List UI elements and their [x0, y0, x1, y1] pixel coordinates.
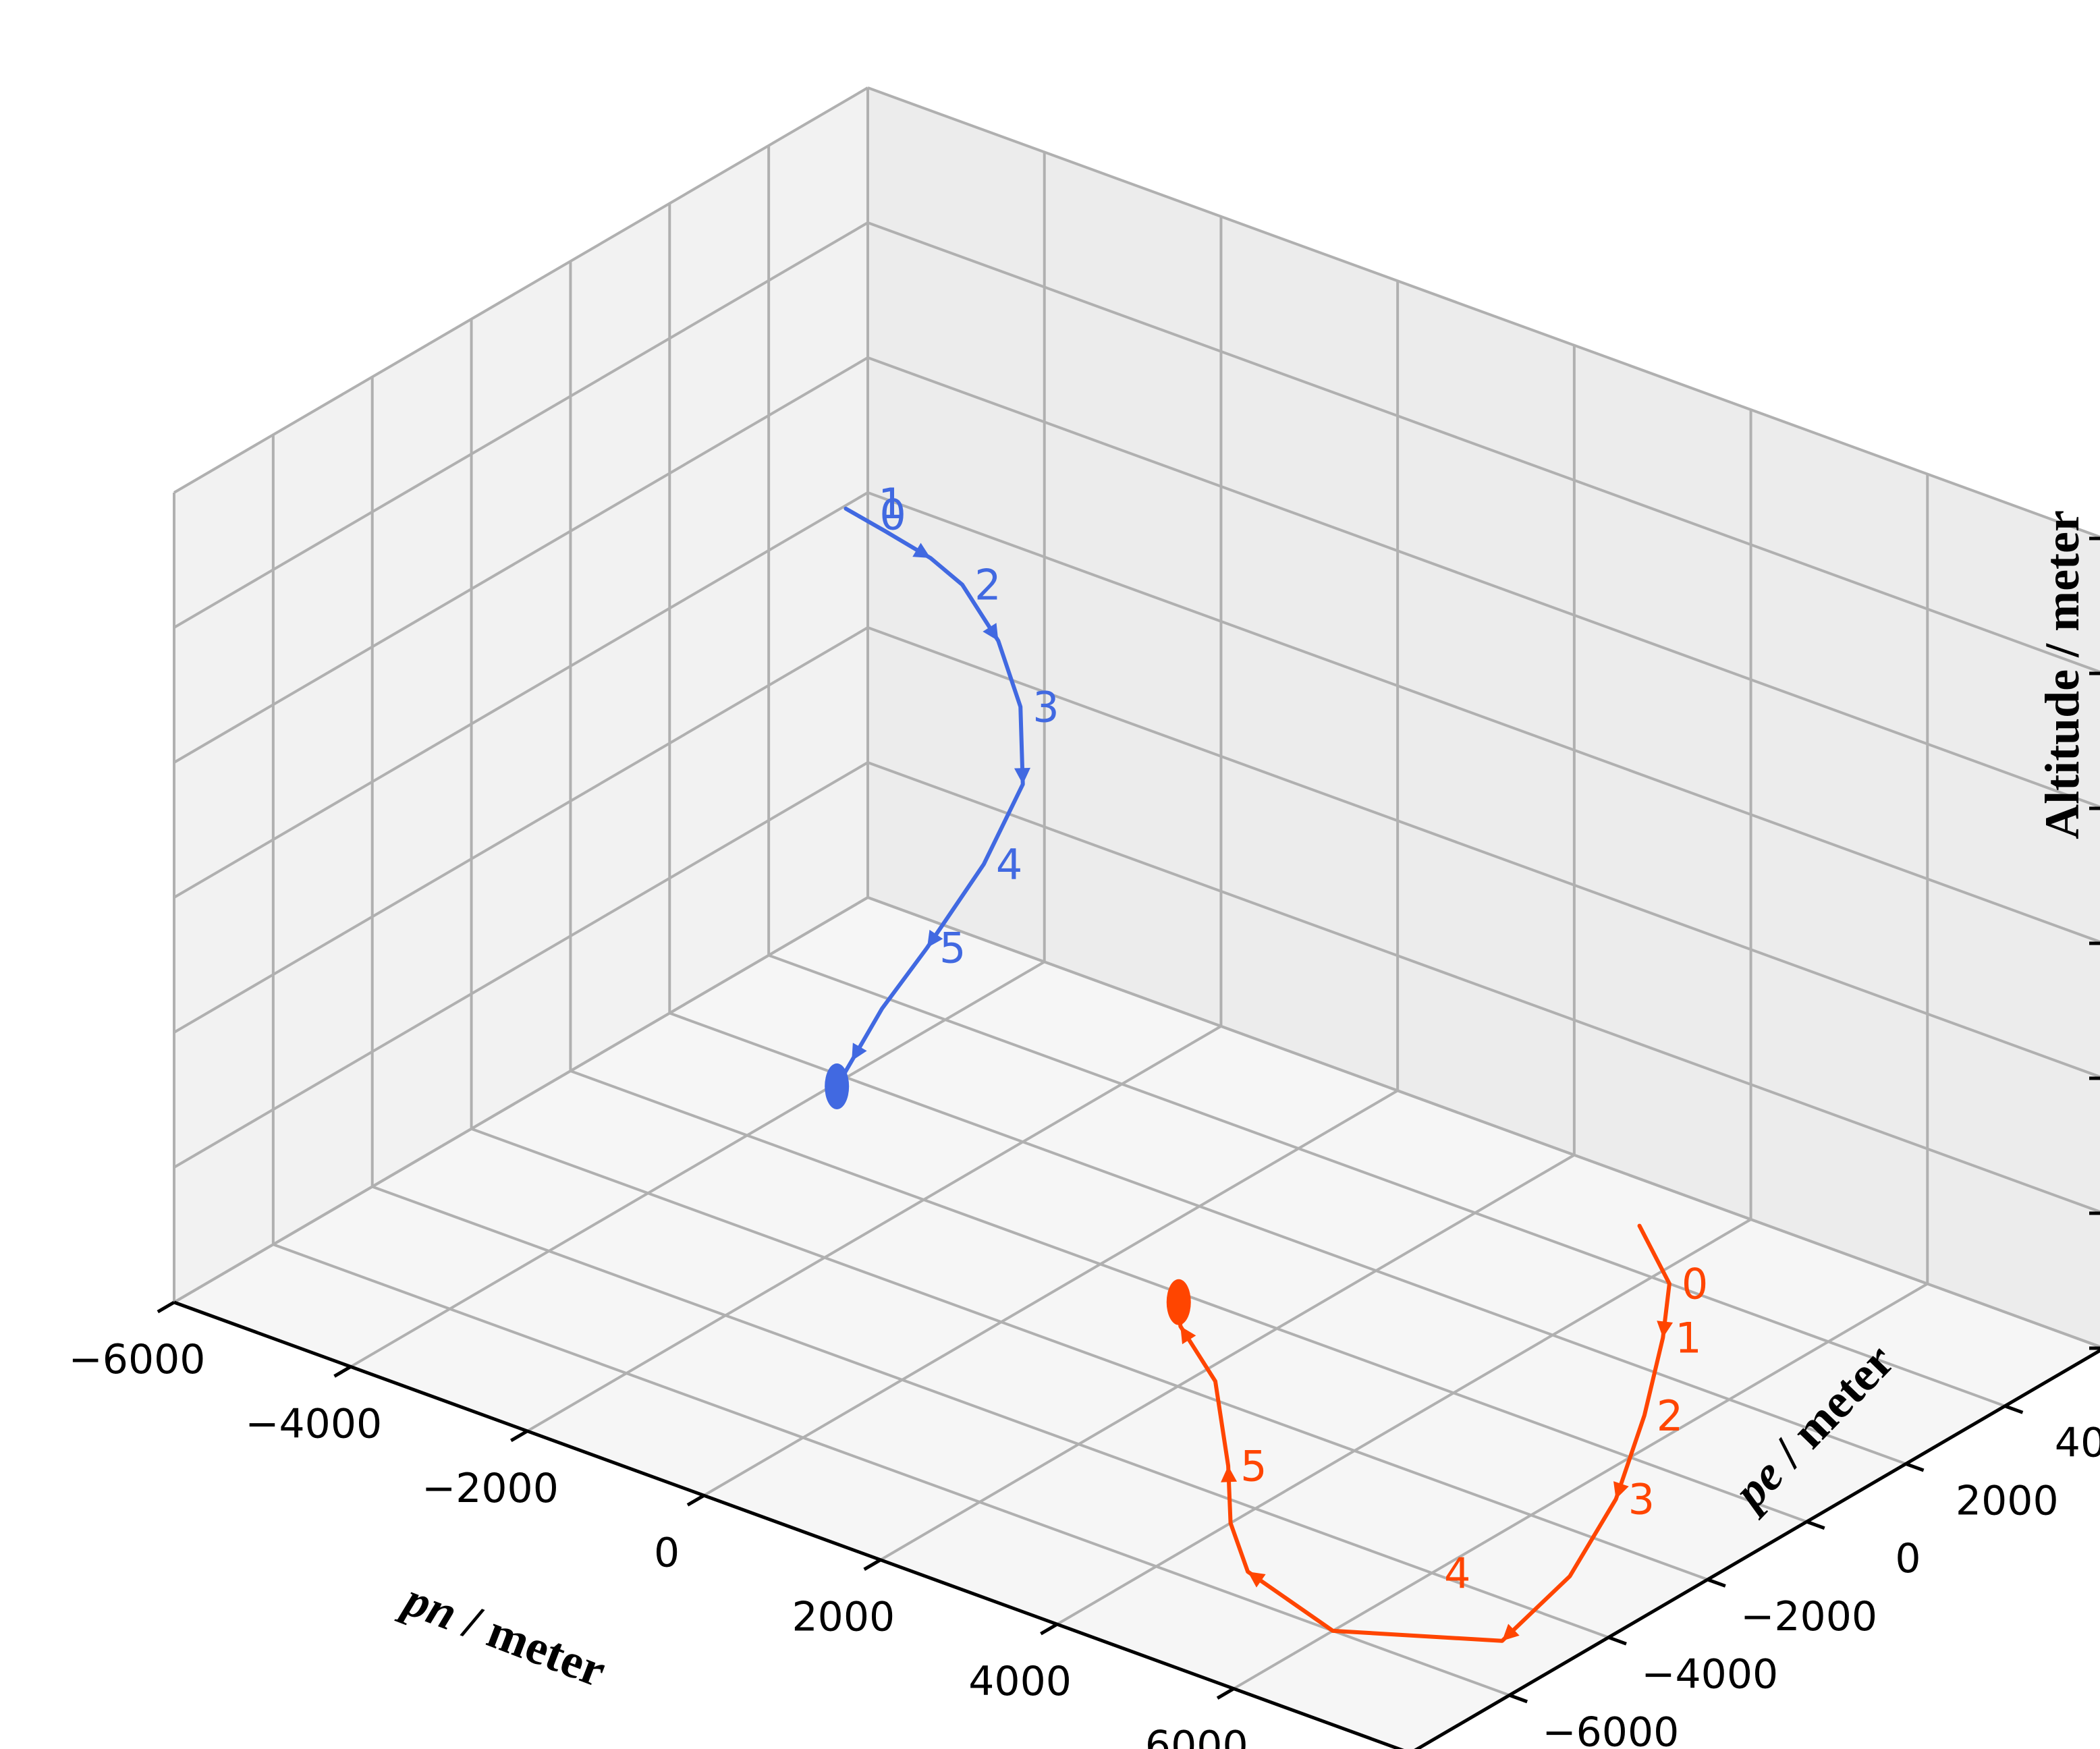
- x-tick-mark: [509, 1429, 528, 1443]
- series-1-arrowhead: [1221, 1466, 1238, 1482]
- grid-line-x-floor: [350, 960, 1045, 1368]
- x-tick-mark: [333, 1365, 352, 1378]
- series-1-arrowhead: [1657, 1321, 1674, 1338]
- series-0-arrowhead: [927, 929, 943, 948]
- x-axis-title: pn / meter: [393, 1570, 613, 1698]
- x-tick-mark: [1040, 1622, 1058, 1636]
- y-tick-label: 0: [1895, 1535, 1921, 1582]
- series-1-arrowhead: [1502, 1623, 1520, 1641]
- x-tick-label: −4000: [245, 1400, 382, 1447]
- grid-line-z-back: [867, 491, 2100, 943]
- series-1-arrowhead: [1613, 1481, 1629, 1499]
- grid-line-x-floor: [526, 1025, 1222, 1433]
- series-1-marker-label-4: 4: [1444, 1549, 1470, 1598]
- grid-line-z-left: [173, 896, 869, 1304]
- grid-line-z-back: [867, 356, 2100, 808]
- y-tick-mark: [1806, 1520, 1825, 1530]
- grid-line-y-floor: [372, 1185, 1609, 1639]
- z-axis-title: Altitude / meter: [2035, 510, 2089, 839]
- y-tick-label: 2000: [1956, 1477, 2059, 1524]
- y-tick-label: 4000: [2055, 1420, 2100, 1467]
- y-tick-label: −6000: [1542, 1709, 1679, 1749]
- grid-line-z-back: [867, 221, 2100, 673]
- series-1-trajectory: [1176, 1223, 1671, 1643]
- series-1-marker-label-1: 1: [1675, 1313, 1701, 1362]
- grid-line-y-floor: [470, 1127, 1709, 1581]
- series-0-arrowhead: [983, 623, 999, 641]
- series-0-arrowhead: [912, 543, 931, 559]
- grid-line-y-floor: [768, 953, 2006, 1408]
- x-tick-mark: [157, 1300, 175, 1314]
- y-axis-line: [1414, 1348, 2100, 1749]
- grid-line-z-left: [173, 86, 869, 494]
- x-tick-mark: [1216, 1687, 1235, 1700]
- x-tick-label: 6000: [1145, 1723, 1248, 1749]
- series-0-arrowhead: [852, 1043, 867, 1061]
- series-1-endpoint-marker: [1166, 1279, 1191, 1325]
- series-1-arrowhead: [1248, 1572, 1266, 1588]
- series-0-marker-label-4: 4: [996, 840, 1022, 889]
- y-tick-label: −4000: [1641, 1651, 1778, 1698]
- grid-line-y-floor: [273, 1243, 1510, 1697]
- x-tick-label: 2000: [792, 1594, 895, 1641]
- axis-lines: [173, 1300, 2100, 1749]
- y-tick-label: −2000: [1740, 1593, 1877, 1640]
- series-0-marker-label-3: 3: [1032, 682, 1059, 731]
- x-tick-label: −2000: [422, 1465, 559, 1512]
- x-axis-line: [173, 1300, 1404, 1749]
- y-tick-mark: [1707, 1578, 1726, 1588]
- grid-line-z-back: [867, 761, 2100, 1213]
- grid-line-x-floor: [703, 1089, 1399, 1497]
- grid-line-z-left: [173, 221, 869, 629]
- series-0-arrowhead: [1014, 767, 1030, 785]
- series-1-marker-label-5: 5: [1240, 1441, 1267, 1491]
- grid-line-z-back: [867, 896, 2100, 1348]
- tick-marks: −6000−4000−20000200040006000800060004000…: [69, 536, 2100, 1749]
- x-axis-title-unit: / meter: [445, 1590, 613, 1698]
- y-tick-mark: [1509, 1693, 1528, 1704]
- series-0-endpoint-marker: [825, 1063, 850, 1109]
- floor-pane: [174, 897, 2100, 1749]
- grid-line-z-left: [173, 491, 869, 899]
- series-0: 10 2 3 45: [825, 479, 1059, 1109]
- grid-line-z-left: [173, 761, 869, 1169]
- x-tick-mark: [686, 1494, 705, 1507]
- grid-line-z-left: [173, 356, 869, 764]
- x-tick-mark: [863, 1558, 882, 1571]
- y-tick-mark: [1607, 1636, 1627, 1646]
- grid-line-z-left: [173, 626, 869, 1034]
- grid-line-y-floor: [669, 1011, 1906, 1466]
- grid-line-z-back: [867, 626, 2100, 1078]
- grid-line-x-floor: [879, 1153, 1575, 1561]
- x-tick-label: 0: [654, 1529, 680, 1576]
- grid-line-z-back: [867, 86, 2100, 538]
- series-1-marker-label-2: 2: [1657, 1391, 1683, 1441]
- series-1-marker-label-0: 0: [1682, 1259, 1708, 1308]
- y-tick-mark: [2004, 1404, 2024, 1414]
- series-0-marker-label-5: 5: [939, 923, 966, 972]
- x-tick-label: 4000: [968, 1658, 1072, 1705]
- y-tick-mark: [1905, 1462, 1925, 1472]
- grid-line-x-floor: [1056, 1218, 1752, 1626]
- series-0-marker-label-1: 0: [879, 490, 906, 539]
- grid-lines: [173, 86, 2100, 1749]
- series-0-marker-label-2: 2: [974, 561, 1001, 610]
- series-1-arrowhead: [1180, 1326, 1196, 1345]
- series-0-marker-label-0: 1: [878, 479, 904, 528]
- grid-line-x-floor: [1233, 1282, 1929, 1690]
- series-1-marker-label-3: 3: [1628, 1475, 1655, 1524]
- x-tick-label: −6000: [69, 1336, 206, 1383]
